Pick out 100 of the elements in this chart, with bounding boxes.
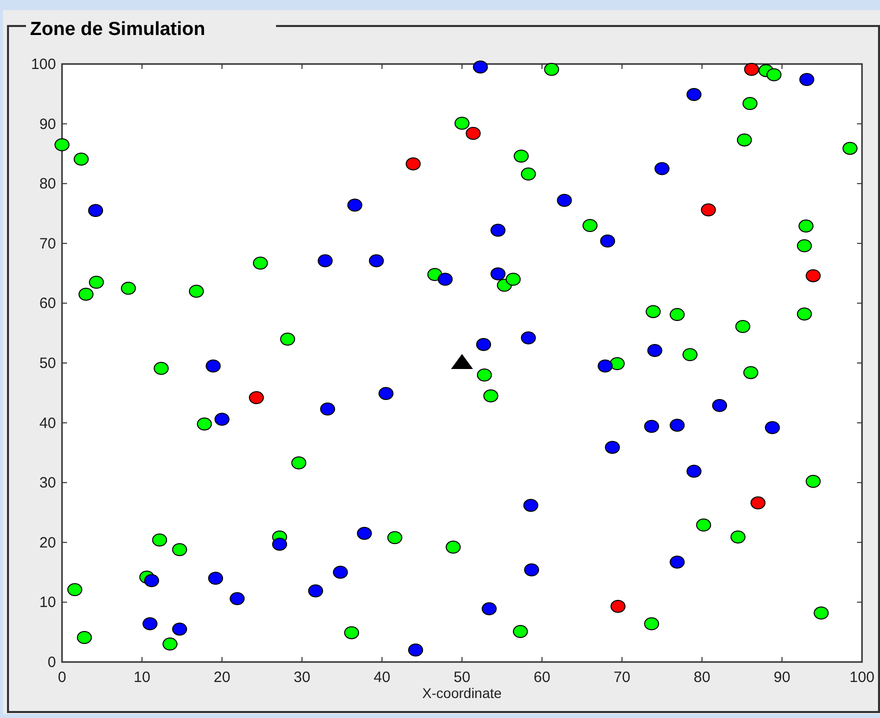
point	[798, 220, 814, 233]
point	[647, 344, 662, 357]
point	[582, 218, 598, 232]
point	[454, 116, 470, 130]
point	[712, 398, 728, 412]
point	[544, 62, 560, 76]
point	[670, 556, 685, 569]
point	[172, 543, 188, 556]
y-tick-label: 0	[48, 654, 56, 671]
point	[406, 157, 421, 170]
point	[523, 498, 538, 512]
point	[610, 357, 625, 370]
y-tick-label: 100	[30, 56, 56, 73]
point	[347, 198, 362, 212]
y-tick-label: 30	[39, 474, 56, 492]
point	[78, 288, 94, 301]
point	[320, 402, 336, 416]
x-axis-title: X-coordinate	[422, 685, 502, 701]
point	[806, 269, 821, 282]
point	[490, 267, 506, 280]
x-tick-label: 40	[374, 669, 390, 686]
point	[686, 88, 702, 101]
y-tick-label: 40	[39, 414, 56, 432]
point	[506, 272, 521, 286]
point	[796, 307, 812, 320]
point	[308, 584, 324, 598]
point	[750, 496, 766, 510]
point	[604, 440, 620, 454]
point	[670, 308, 685, 322]
point	[120, 282, 136, 295]
point	[172, 622, 188, 636]
y-tick-label: 90	[39, 116, 56, 133]
point	[472, 60, 488, 74]
point	[598, 359, 613, 372]
x-tick-label: 70	[614, 669, 630, 686]
point	[152, 534, 168, 547]
point	[188, 284, 204, 298]
point	[54, 138, 70, 152]
point	[520, 168, 536, 181]
chart-title: Zone de Simulation	[30, 19, 206, 40]
point	[67, 583, 82, 596]
point	[696, 518, 712, 532]
point	[842, 142, 858, 155]
point	[476, 338, 492, 351]
x-tick-label: 90	[774, 669, 790, 686]
point	[512, 625, 528, 638]
point	[654, 162, 670, 176]
point	[76, 630, 92, 644]
point	[730, 530, 746, 544]
point	[230, 592, 245, 606]
point	[766, 68, 782, 82]
point	[142, 617, 158, 630]
point	[610, 600, 626, 613]
point	[682, 348, 698, 362]
point	[378, 387, 394, 400]
point	[88, 276, 104, 289]
point	[248, 391, 264, 404]
y-tick-label: 10	[39, 594, 56, 612]
point	[466, 126, 481, 140]
point	[514, 150, 529, 163]
point	[291, 456, 306, 470]
x-tick-label: 100	[849, 669, 875, 686]
point	[520, 331, 536, 344]
x-tick-label: 80	[694, 669, 710, 686]
point	[144, 574, 160, 588]
point	[318, 254, 333, 268]
point	[764, 421, 780, 434]
point	[490, 224, 506, 237]
point	[670, 418, 685, 432]
point	[700, 203, 716, 216]
point	[556, 194, 572, 207]
point	[88, 204, 104, 218]
point	[356, 526, 372, 540]
y-tick-label: 50	[39, 355, 56, 372]
point	[208, 572, 224, 585]
y-tick-label: 70	[39, 235, 56, 252]
point	[735, 320, 750, 334]
point	[162, 638, 178, 651]
point	[646, 305, 661, 318]
point	[744, 62, 760, 76]
point	[206, 359, 221, 372]
y-tick-label: 60	[39, 295, 56, 312]
point	[644, 617, 660, 630]
point	[482, 602, 497, 616]
point	[74, 152, 89, 166]
point	[408, 644, 424, 657]
point	[686, 464, 702, 478]
y-tick-label: 20	[39, 534, 56, 552]
x-tick-label: 20	[214, 669, 230, 686]
x-tick-label: 10	[134, 669, 150, 686]
point	[280, 332, 296, 346]
point	[736, 133, 752, 146]
point	[796, 239, 812, 252]
point	[806, 474, 821, 488]
point	[344, 626, 360, 640]
point	[196, 417, 212, 430]
point	[483, 389, 498, 402]
point	[644, 420, 660, 433]
x-tick-label: 0	[58, 669, 66, 686]
point	[438, 272, 453, 286]
